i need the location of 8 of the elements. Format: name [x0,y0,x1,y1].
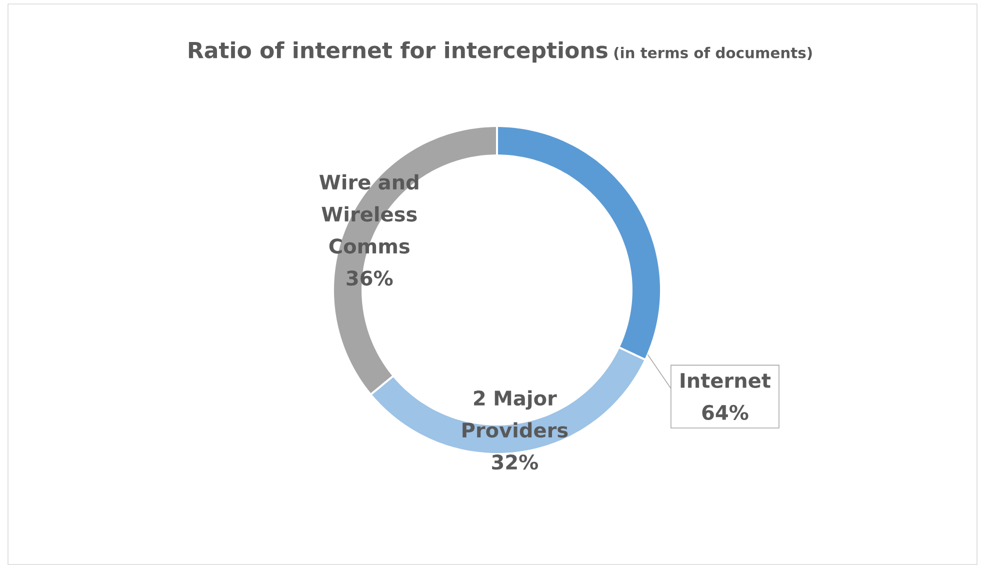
chart-title: Ratio of internet for interceptions [188,41,608,63]
data-label: 36% [346,270,393,286]
slice-label: Wire and Wireless Comms [319,174,418,254]
text: 64% [702,404,748,420]
text: Internet [680,373,771,388]
text: (in terms of documents) [614,46,812,60]
slice-label: 2 Major Providers [462,390,568,438]
data-label: 32% [492,454,538,470]
